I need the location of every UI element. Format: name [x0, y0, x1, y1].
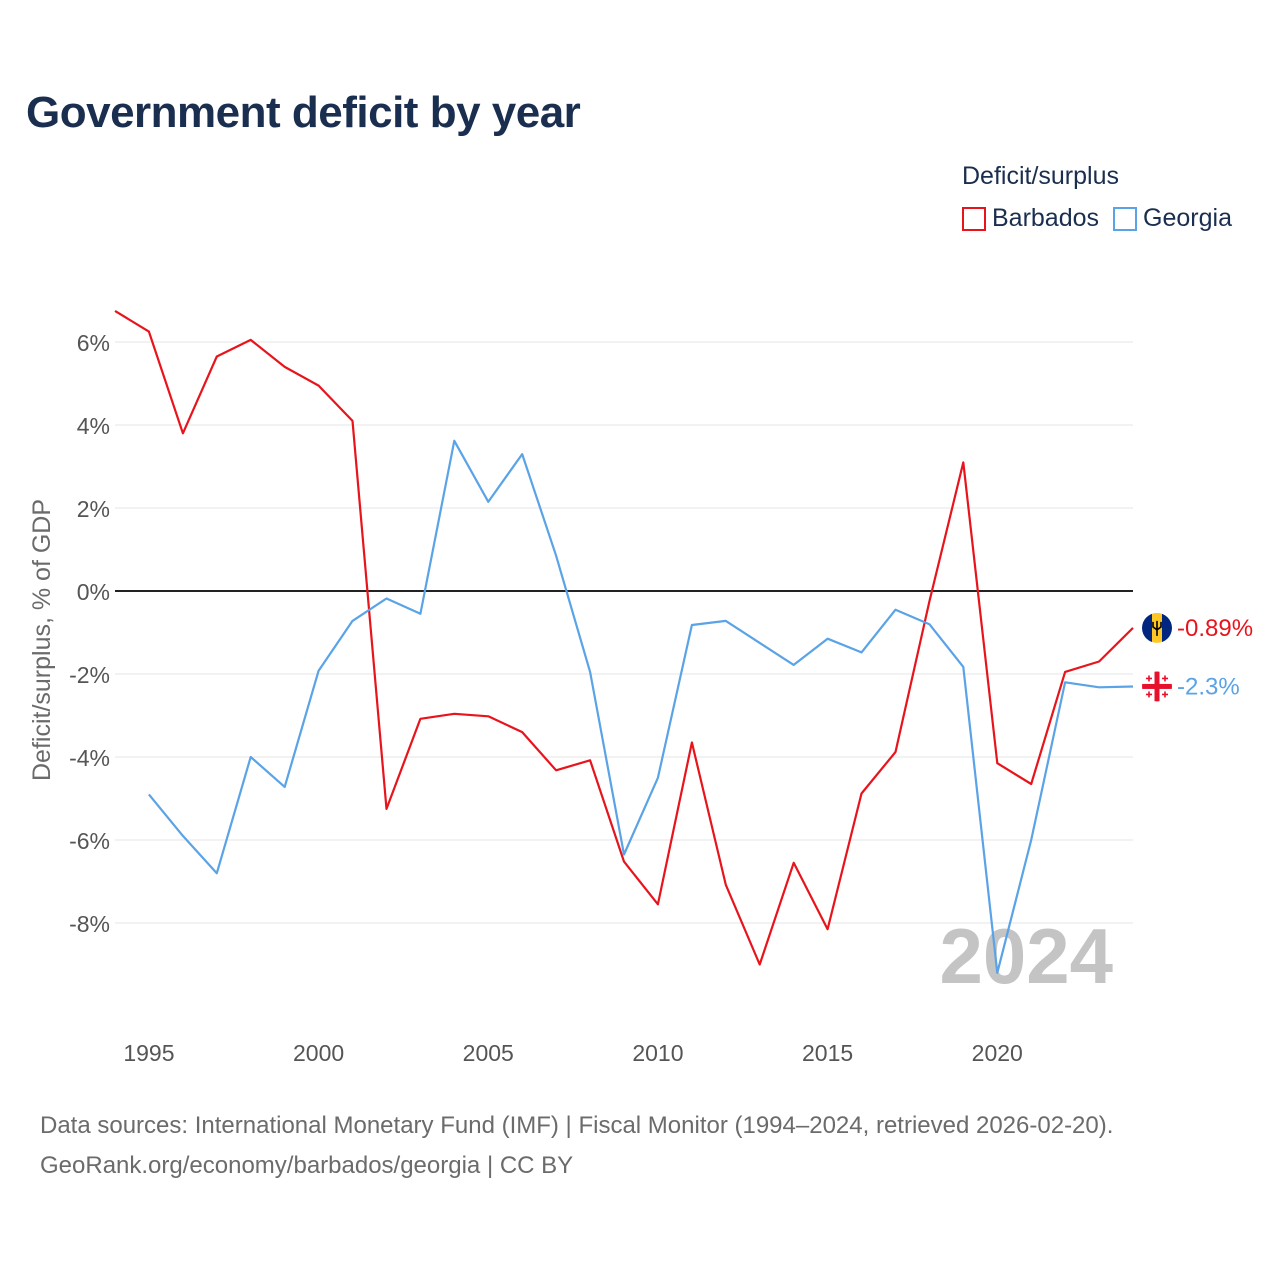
- chart-title: Government deficit by year: [26, 88, 581, 137]
- legend-label-barbados: Barbados: [992, 204, 1100, 232]
- year-watermark: 2024: [939, 912, 1113, 1000]
- credit-link[interactable]: GeoRank.org/economy/barbados/georgia | C…: [40, 1152, 574, 1179]
- footer: Data sources: International Monetary Fun…: [40, 1106, 1113, 1186]
- y-tick-label: -2%: [69, 662, 110, 688]
- y-axis-label: Deficit/surplus, % of GDP: [28, 499, 56, 781]
- legend-item-barbados[interactable]: Barbados: [962, 204, 1099, 233]
- y-tick-label: 6%: [77, 330, 110, 356]
- legend-swatch-barbados: [962, 206, 986, 231]
- x-tick-label: 2005: [463, 1040, 514, 1066]
- series-line-georgia[interactable]: [148, 439, 1134, 974]
- y-tick-label: 0%: [77, 579, 110, 605]
- series-end-labels: -0.89% -2.3%: [1142, 612, 1253, 702]
- series-line-barbados[interactable]: [114, 309, 1134, 966]
- y-tick-label: -8%: [69, 911, 110, 937]
- y-tick-label: -4%: [69, 745, 110, 771]
- legend-label-georgia: Georgia: [1143, 204, 1232, 232]
- end-label-georgia: -2.3%: [1177, 673, 1240, 700]
- x-tick-label: 2020: [972, 1040, 1023, 1066]
- end-label-barbados: -0.89%: [1177, 615, 1253, 642]
- legend: Barbados Georgia: [962, 204, 1246, 233]
- x-tick-label: 2015: [802, 1040, 853, 1066]
- legend-title: Deficit/surplus: [962, 162, 1119, 190]
- legend-swatch-georgia: [1113, 206, 1138, 231]
- gridlines: [115, 341, 1133, 924]
- x-tick-label: 2010: [632, 1040, 683, 1066]
- legend-item-georgia[interactable]: Georgia: [1113, 204, 1232, 233]
- y-tick-label: 4%: [77, 413, 110, 439]
- georgia-flag-icon: [1142, 671, 1172, 702]
- x-tick-label: 1995: [123, 1040, 174, 1066]
- y-tick-label: 2%: [77, 496, 110, 522]
- data-sources: Data sources: International Monetary Fun…: [40, 1112, 1114, 1139]
- y-tick-labels: 6% 4% 2% 0% -2% -4% -6% -8%: [69, 330, 110, 937]
- y-tick-label: -6%: [69, 828, 110, 854]
- barbados-flag-icon: [1142, 612, 1172, 643]
- x-tick-labels: 1995 2000 2005 2010 2015 2020: [123, 1040, 1023, 1066]
- series-lines: [114, 309, 1134, 974]
- x-tick-label: 2000: [293, 1040, 344, 1066]
